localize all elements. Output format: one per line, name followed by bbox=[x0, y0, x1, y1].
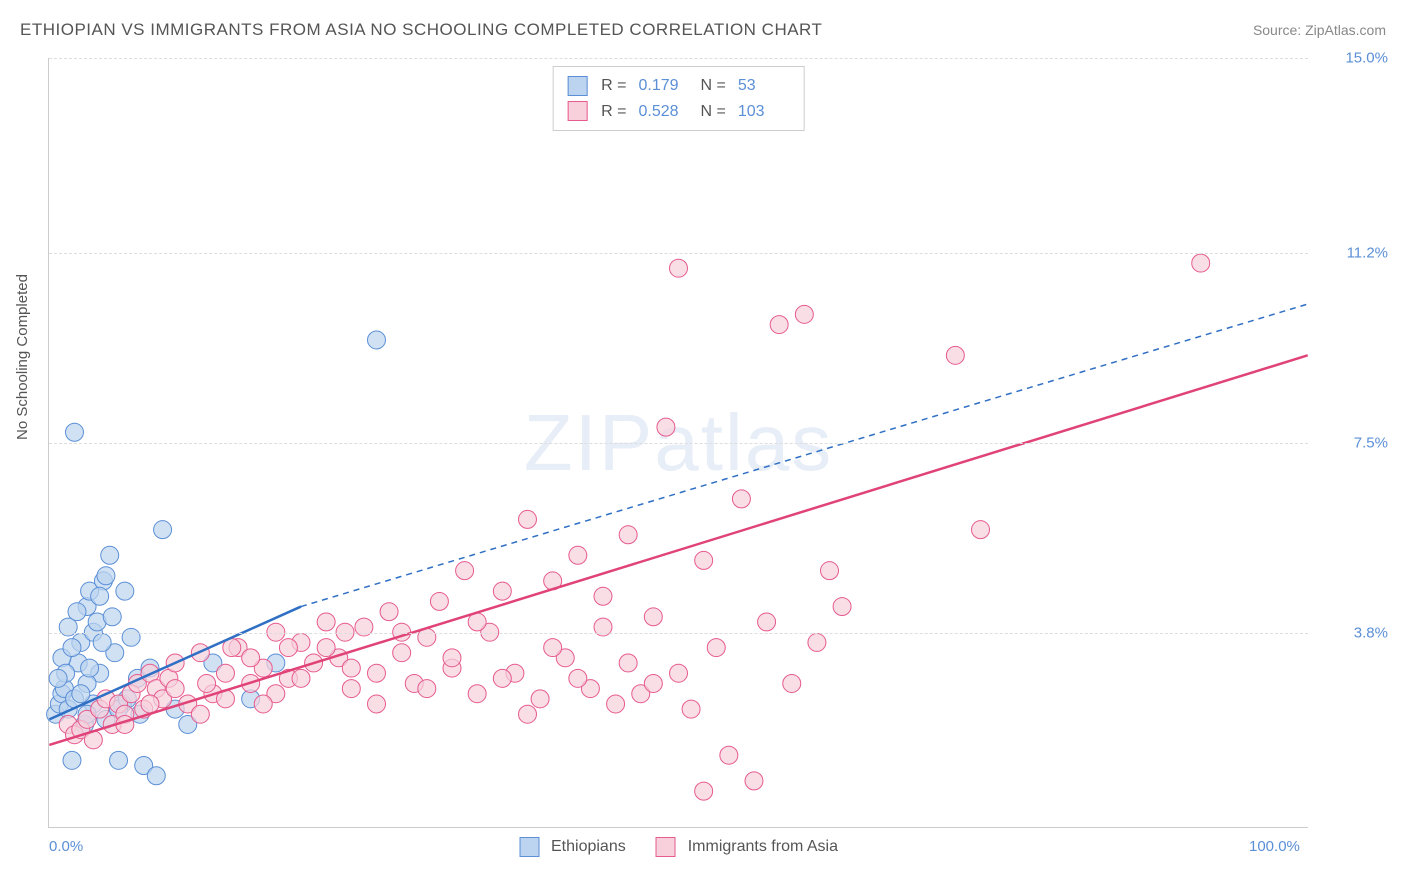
stats-legend-box: R = 0.179 N = 53 R = 0.528 N = 103 bbox=[552, 66, 805, 131]
y-tick-label: 7.5% bbox=[1318, 435, 1388, 452]
chart-header: ETHIOPIAN VS IMMIGRANTS FROM ASIA NO SCH… bbox=[20, 20, 1386, 40]
x-tick-label: 100.0% bbox=[1249, 838, 1300, 855]
x-tick-label: 0.0% bbox=[49, 838, 83, 855]
y-axis-label: No Schooling Completed bbox=[14, 274, 31, 440]
chart-title: ETHIOPIAN VS IMMIGRANTS FROM ASIA NO SCH… bbox=[20, 20, 822, 40]
swatch-pink-icon bbox=[567, 101, 587, 121]
chart-plot-area: ZIPatlas R = 0.179 N = 53 R = 0.528 N = … bbox=[48, 58, 1308, 828]
swatch-blue-icon bbox=[567, 76, 587, 96]
bottom-legend: Ethiopians Immigrants from Asia bbox=[519, 837, 838, 857]
y-tick-label: 3.8% bbox=[1318, 624, 1388, 641]
stats-row-pink: R = 0.528 N = 103 bbox=[567, 99, 790, 125]
swatch-pink-icon bbox=[656, 837, 676, 857]
legend-item-immigrants: Immigrants from Asia bbox=[656, 837, 838, 857]
y-tick-label: 15.0% bbox=[1318, 50, 1388, 67]
legend-item-ethiopians: Ethiopians bbox=[519, 837, 626, 857]
stats-row-blue: R = 0.179 N = 53 bbox=[567, 73, 790, 99]
y-tick-label: 11.2% bbox=[1318, 245, 1388, 262]
swatch-blue-icon bbox=[519, 837, 539, 857]
chart-source: Source: ZipAtlas.com bbox=[1253, 22, 1386, 38]
